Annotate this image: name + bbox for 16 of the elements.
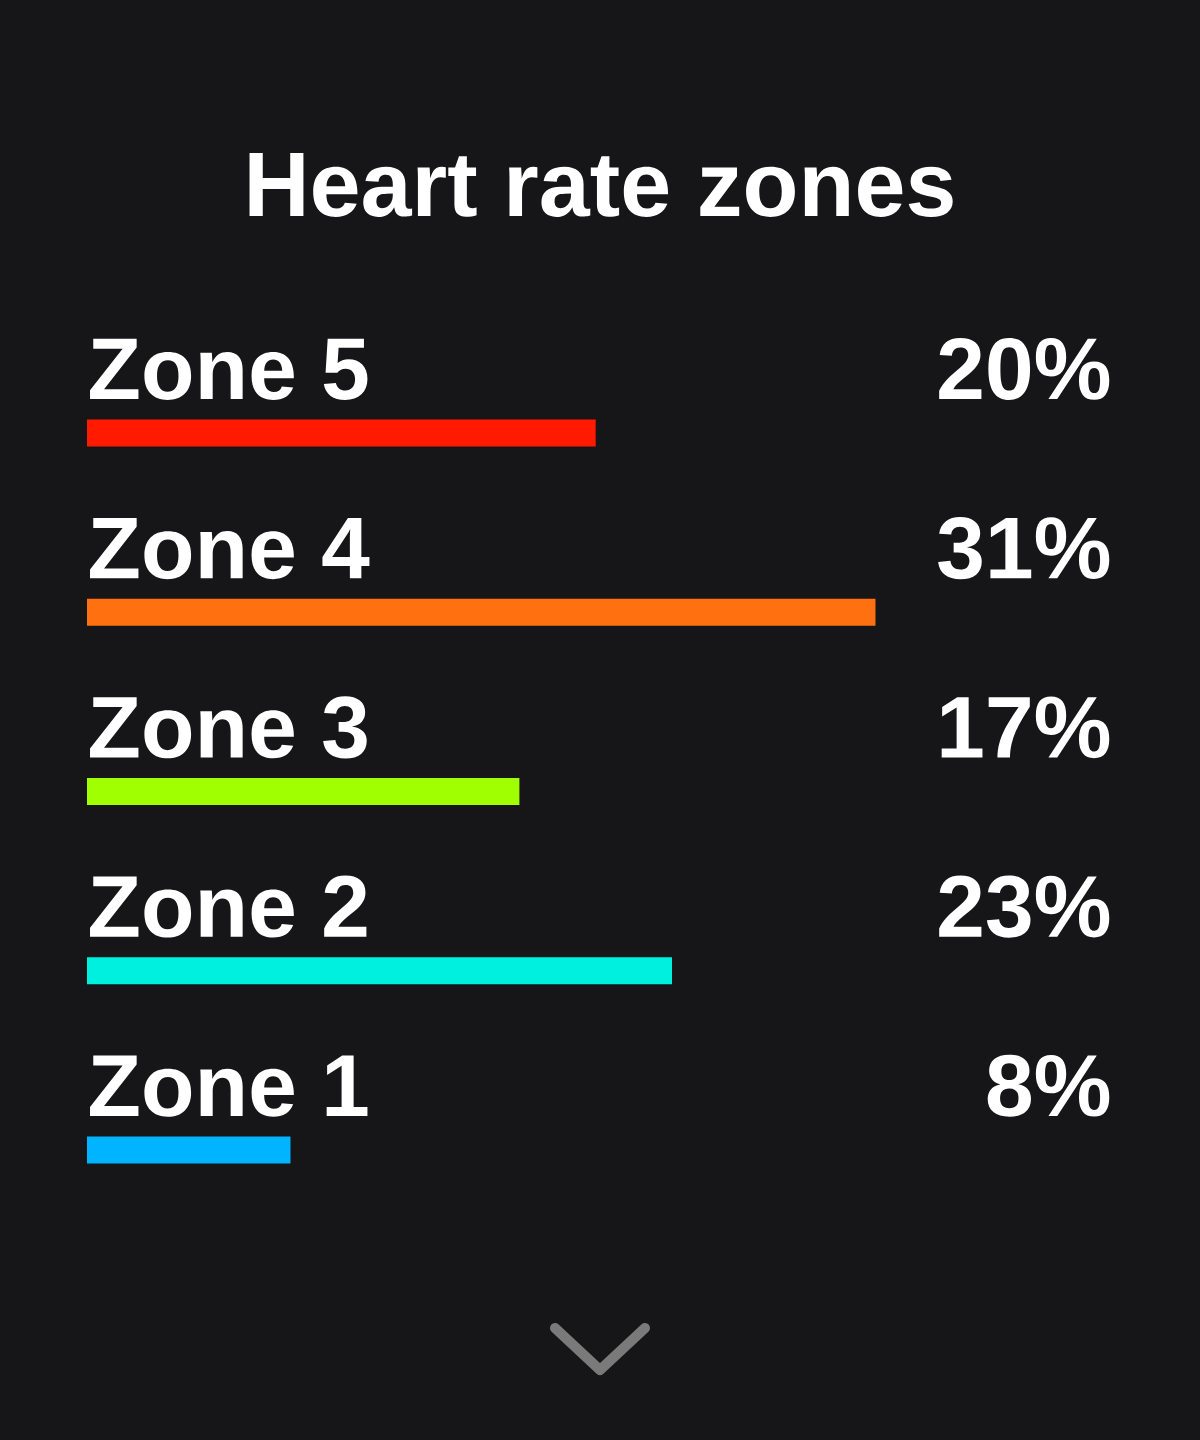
bar — [87, 778, 520, 806]
bar — [87, 957, 672, 985]
data-label: 23% — [939, 875, 1110, 938]
y-tick-label: Zone 2 — [90, 875, 367, 938]
y-tick-label: Zone 1 — [90, 1055, 368, 1117]
data-label: 8% — [987, 1054, 1110, 1117]
y-tick-label: Zone 5 — [90, 338, 368, 400]
data-label: 17% — [941, 696, 1110, 759]
y-tick-label: Zone 3 — [90, 696, 367, 759]
bar — [87, 1136, 291, 1164]
data-label: 20% — [939, 337, 1110, 400]
chart-title: Heart rate zones — [249, 152, 953, 217]
bar — [87, 598, 876, 626]
data-label: 31% — [938, 517, 1110, 580]
bar — [87, 419, 596, 447]
y-tick-label: Zone 4 — [90, 518, 370, 580]
